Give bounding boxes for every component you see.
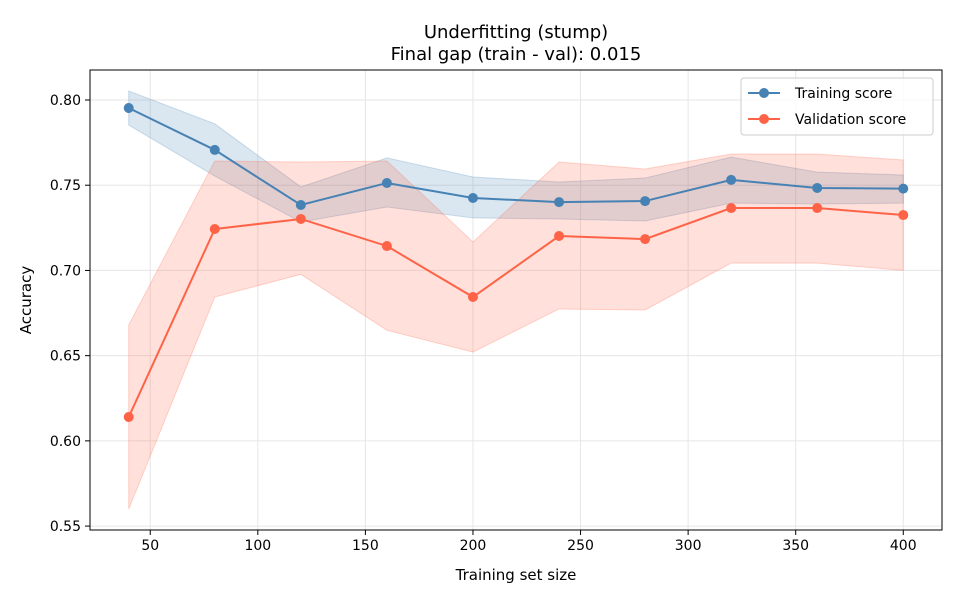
x-tick-label: 150 — [352, 538, 379, 554]
validation-score-point — [812, 203, 823, 214]
training-score-point — [295, 199, 306, 210]
plot-frame — [89, 69, 943, 531]
validation-score-point — [640, 234, 651, 245]
y-tick-label: 0.70 — [50, 263, 81, 279]
x-tick-label: 400 — [890, 538, 917, 554]
x-tick-label: 50 — [141, 538, 159, 554]
y-tick-label: 0.60 — [50, 434, 81, 450]
y-tick-label: 0.75 — [50, 178, 81, 194]
training-score-point — [898, 183, 909, 194]
training-score-band — [128, 90, 904, 223]
x-axis-label: Training set size — [455, 566, 577, 584]
x-tick-label: 100 — [244, 538, 271, 554]
validation-score-point — [898, 210, 909, 221]
training-score-line — [128, 107, 904, 207]
x-tick-label: 300 — [675, 538, 702, 554]
y-tick-label: 0.80 — [50, 93, 81, 109]
training-score-point — [123, 103, 134, 114]
y-axis-label: Accuracy — [17, 266, 35, 335]
x-tick-label: 350 — [782, 538, 809, 554]
validation-score-point — [554, 231, 565, 242]
validation-score-point — [726, 203, 737, 214]
x-tick-label: 250 — [567, 538, 594, 554]
validation-score-point — [209, 224, 220, 235]
series-lines — [123, 103, 909, 423]
legend: Training score Validation score — [740, 77, 934, 136]
legend-label: Training score — [794, 86, 892, 102]
training-score-point — [554, 197, 565, 208]
x-tick-label: 200 — [460, 538, 487, 554]
validation-score-point — [467, 292, 478, 303]
training-score-point — [812, 182, 823, 193]
training-score-point — [381, 177, 392, 188]
chart-title: Underfitting (stump) — [424, 22, 608, 43]
validation-score-point — [295, 213, 306, 224]
training-score-point — [209, 144, 220, 155]
bands — [128, 90, 904, 510]
training-score-point — [467, 192, 478, 203]
validation-score-point — [381, 241, 392, 252]
y-tick-label: 0.65 — [50, 349, 81, 365]
validation-score-line — [127, 207, 904, 418]
y-tick-label: 0.55 — [50, 519, 81, 535]
chart-subtitle: Final gap (train - val): 0.015 — [391, 44, 642, 65]
legend-frame — [740, 77, 934, 136]
x-axis: 50 100 150 200 250 300 350 400 — [141, 530, 917, 554]
legend-marker — [759, 88, 769, 98]
training-score-point — [640, 196, 651, 207]
y-axis: 0.55 0.60 0.65 0.70 0.75 0.80 — [50, 93, 90, 535]
validation-score-point — [123, 412, 134, 423]
legend-marker — [759, 114, 769, 124]
legend-label: Validation score — [795, 112, 906, 128]
training-score-point — [726, 174, 737, 185]
